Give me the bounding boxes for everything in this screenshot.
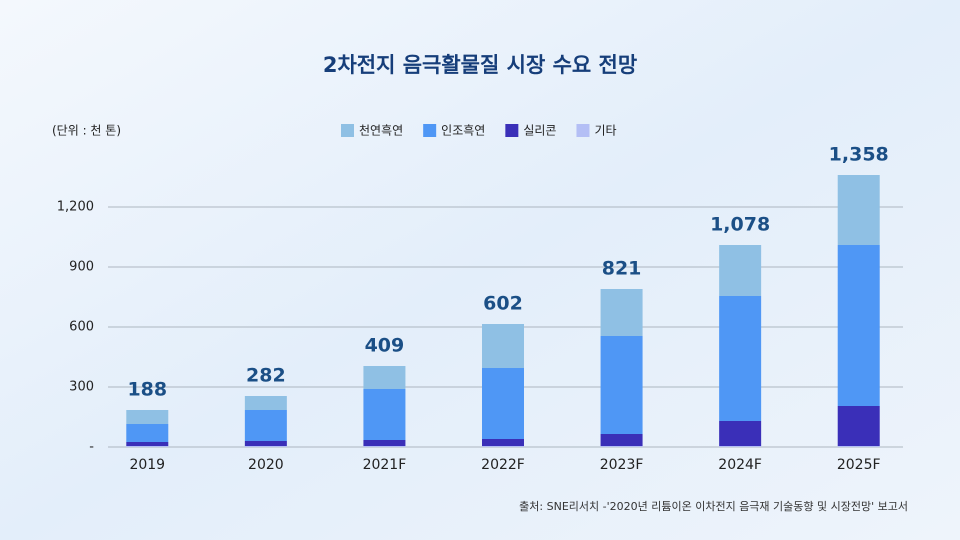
source: 출처: SNE리서치 -'2020년 리튬이온 이차전지 음극재 기술동향 및 … (519, 500, 908, 513)
bar-segment (126, 442, 169, 446)
legend-swatch (341, 124, 354, 137)
legend-label: 기타 (594, 124, 616, 138)
bar-segment (363, 446, 406, 447)
unit-label: (단위 : 천 톤) (52, 123, 121, 138)
bar-segment (600, 336, 643, 434)
bar-segment (482, 439, 524, 446)
bar-segment (244, 441, 287, 446)
bar-segment (719, 446, 762, 447)
bar-segment (600, 446, 643, 447)
bar-segment (244, 396, 287, 410)
x-tick-label: 2020 (248, 457, 284, 473)
y-tick-label: 1,200 (57, 200, 94, 215)
bar-segment (837, 446, 880, 447)
bar-segment (600, 434, 643, 446)
bar-segment (363, 440, 406, 446)
y-tick-label: 900 (69, 260, 94, 275)
total-label: 1,078 (710, 214, 770, 236)
legend-label: 인조흑연 (441, 124, 485, 138)
y-tick-label: - (89, 440, 94, 455)
x-tick-label: 2024F (718, 457, 762, 473)
x-tick-label: 2023F (600, 457, 644, 473)
bar-segment (126, 446, 169, 447)
legend-swatch (576, 124, 590, 137)
y-tick-label: 300 (69, 380, 94, 395)
bar-segment (837, 245, 880, 406)
x-tick-label: 2021F (363, 457, 407, 473)
bar-segment (600, 289, 643, 336)
bar-segment (482, 446, 524, 447)
total-label: 602 (483, 293, 523, 315)
legend-swatch (505, 124, 519, 137)
bar-segment (837, 406, 880, 446)
total-label: 282 (246, 365, 286, 387)
x-tick-label: 2022F (481, 457, 525, 473)
total-label: 821 (602, 258, 642, 280)
bar-segment (482, 368, 524, 439)
legend-swatch (423, 124, 437, 137)
bar-segment (244, 410, 287, 441)
total-label: 188 (127, 379, 167, 401)
bar-segment (719, 245, 762, 296)
bar-segment (837, 175, 880, 245)
legend-label: 천연흑연 (359, 123, 403, 138)
x-tick-label: 2025F (837, 457, 881, 473)
bar-segment (719, 421, 762, 446)
y-tick-label: 600 (69, 320, 94, 335)
bar-segment (126, 424, 169, 442)
bar-segment (482, 324, 524, 368)
x-tick-label: 2019 (129, 457, 165, 473)
bar-segment (244, 446, 287, 447)
bar-segment (126, 410, 169, 424)
total-label: 1,358 (829, 144, 889, 166)
bar-segment (719, 296, 762, 421)
bar-segment (363, 366, 406, 389)
legend-label: 실리콘 (523, 124, 556, 138)
bar-segment (363, 389, 406, 440)
chart-title: 2차전지 음극활물질 시장 수요 전망 (323, 53, 637, 77)
total-label: 409 (365, 335, 405, 357)
